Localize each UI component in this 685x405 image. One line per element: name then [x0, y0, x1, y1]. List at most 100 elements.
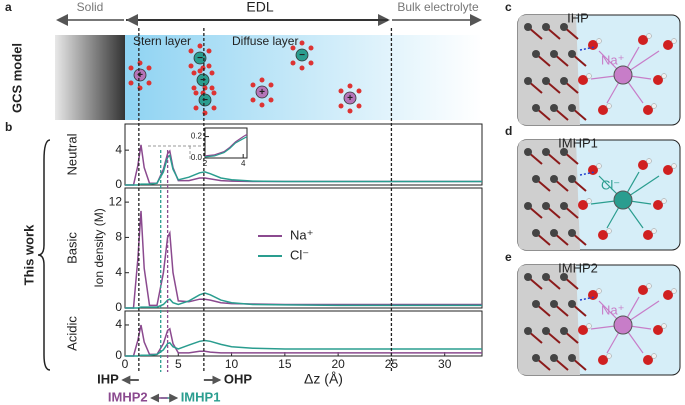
atom — [560, 77, 568, 85]
oxygen — [578, 75, 588, 85]
y-tick-label: 0.2 — [191, 132, 203, 141]
axis-label: GCS model — [9, 43, 24, 113]
y-tick-label: 0.0 — [191, 153, 203, 162]
oxygen — [638, 35, 648, 45]
oxygen — [643, 355, 653, 365]
series-line — [204, 136, 248, 158]
ion-sign: − — [197, 53, 203, 64]
water — [191, 70, 197, 76]
oxygen — [663, 40, 673, 50]
legend-label: Cl⁻ — [290, 247, 309, 262]
hydrogen — [606, 353, 612, 359]
ion-label: Na⁺ — [601, 302, 624, 317]
h-bond — [579, 46, 596, 51]
oxygen — [663, 165, 673, 175]
hydrogen — [596, 288, 602, 294]
water — [206, 63, 212, 69]
atom — [524, 77, 532, 85]
hydrogen — [646, 283, 652, 289]
x-tick-label: 2 — [203, 159, 208, 168]
water — [356, 103, 362, 109]
y-tick-label: 0 — [115, 300, 122, 314]
oxygen — [638, 160, 648, 170]
water — [338, 88, 344, 94]
oxygen — [588, 290, 598, 300]
y-tick-label: 0 — [115, 177, 122, 191]
atom — [542, 148, 550, 156]
hydrogen — [596, 163, 602, 169]
x-tick-label: 4 — [241, 159, 246, 168]
water — [128, 80, 134, 86]
oxygen — [653, 200, 663, 210]
atom — [532, 354, 540, 362]
solid-slab — [518, 15, 580, 125]
panel-side-label: Neutral — [64, 133, 79, 175]
y-tick-label: 12 — [109, 194, 123, 208]
x-tick-label: 15 — [278, 357, 292, 371]
snapshot-title: IMHP2 — [558, 260, 598, 275]
water — [188, 48, 194, 54]
ion-sign: − — [299, 50, 305, 61]
water — [268, 82, 274, 88]
ion-sign: + — [259, 87, 265, 98]
y-tick-label: 4 — [115, 265, 122, 279]
panel-label: d — [505, 124, 512, 138]
atom — [524, 273, 532, 281]
marker-label: OHP — [224, 371, 253, 386]
atom — [560, 23, 568, 31]
atom — [524, 148, 532, 156]
atom — [568, 104, 576, 112]
hydrogen — [586, 323, 592, 329]
atom — [560, 273, 568, 281]
central-ion — [613, 315, 633, 335]
ion — [133, 68, 147, 82]
water — [308, 60, 314, 66]
hydrogen — [671, 38, 677, 44]
oxygen — [578, 200, 588, 210]
oxygen — [598, 230, 608, 240]
panel-side-label: Acidic — [64, 316, 79, 351]
water — [209, 85, 215, 91]
central-ion — [613, 190, 633, 210]
water — [268, 97, 274, 103]
atom — [524, 23, 532, 31]
water — [259, 102, 265, 108]
atom — [532, 104, 540, 112]
hydrogen — [661, 198, 667, 204]
oxygen — [638, 285, 648, 295]
x-tick-label: 0 — [122, 357, 129, 371]
ion — [193, 51, 207, 65]
y-tick-label: 4 — [115, 142, 122, 156]
hydrogen — [606, 103, 612, 109]
water — [211, 90, 217, 96]
atom — [568, 50, 576, 58]
panel-label: e — [505, 250, 512, 264]
snapshots: IHP Na⁺ IMHP1 Cl⁻ IMHP2 Na⁺ — [517, 10, 681, 376]
ion — [255, 85, 269, 99]
atom — [550, 229, 558, 237]
series-line — [125, 339, 482, 357]
y-tick-label: 8 — [115, 230, 122, 244]
atom — [560, 202, 568, 210]
x-tick-label: 5 — [175, 357, 182, 371]
water — [191, 85, 197, 91]
hydrogen — [651, 228, 657, 234]
oxygen — [598, 355, 608, 365]
layer-label: Diffuse layer — [232, 34, 298, 48]
water — [347, 108, 353, 114]
hydrogen — [646, 158, 652, 164]
atom — [532, 175, 540, 183]
oxygen — [653, 325, 663, 335]
hydrogen — [661, 323, 667, 329]
water — [308, 45, 314, 51]
hydrogen — [671, 288, 677, 294]
central-ion — [613, 65, 633, 85]
atom — [542, 273, 550, 281]
plot-frame — [124, 310, 483, 357]
water — [299, 40, 305, 46]
oxygen — [663, 290, 673, 300]
water — [259, 77, 265, 83]
atom — [542, 202, 550, 210]
y-tick-label: 0 — [115, 348, 122, 362]
water — [250, 97, 256, 103]
